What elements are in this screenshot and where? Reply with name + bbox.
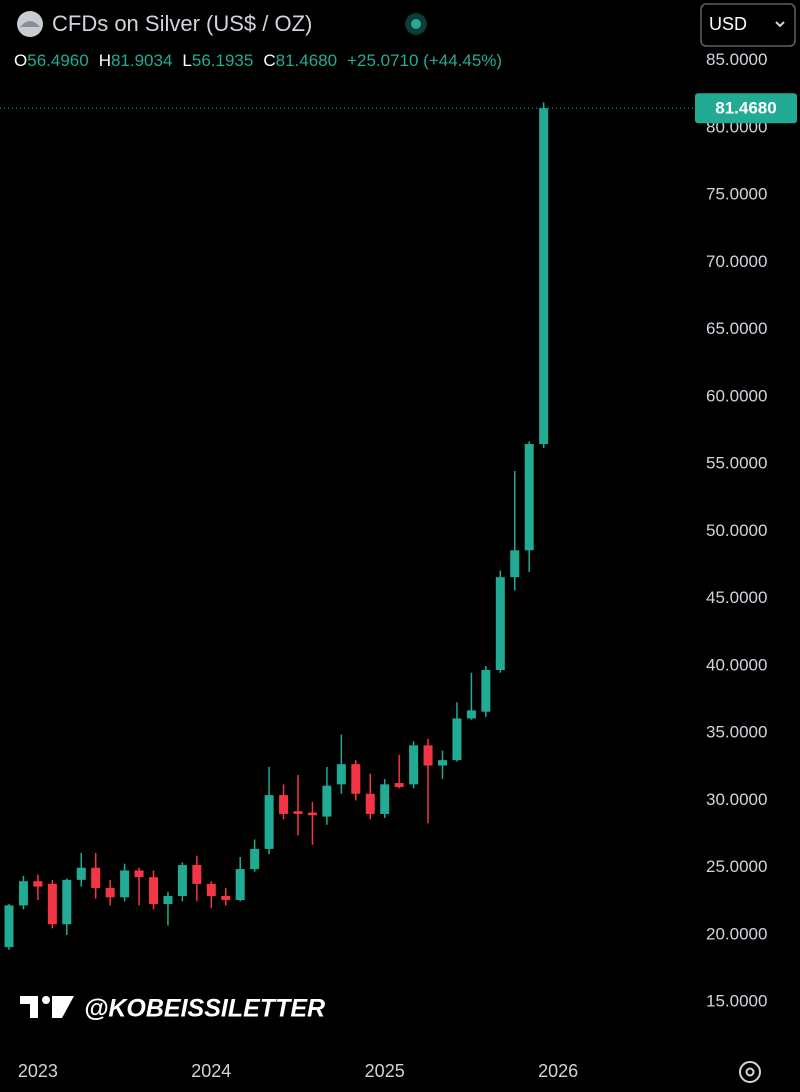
candle-body	[192, 865, 202, 884]
candle-body	[495, 577, 505, 671]
y-tick-label: 20.0000	[706, 924, 767, 943]
chevron[interactable]	[775, 21, 785, 28]
candle-body	[452, 718, 462, 761]
ohlc-value: 81.9034	[111, 51, 172, 70]
candle-body	[293, 811, 303, 814]
candle-body	[47, 883, 57, 925]
settings-button[interactable]	[739, 1061, 761, 1083]
candle-body	[365, 793, 375, 814]
candle-body	[524, 444, 534, 551]
y-tick-label: 40.0000	[706, 655, 767, 674]
y-tick-label: 85.0000	[706, 50, 767, 69]
candle-body	[510, 550, 520, 578]
candle-body	[423, 745, 433, 766]
x-tick-label: 2024	[191, 1061, 231, 1081]
candle-body	[76, 867, 86, 880]
y-tick-label: 55.0000	[706, 454, 767, 473]
candle-body	[33, 881, 43, 887]
candle-body	[4, 905, 14, 948]
chart-title: CFDs on Silver (US$ / OZ)	[52, 11, 312, 36]
settings-icon[interactable]	[739, 1061, 761, 1083]
x-tick-label: 2023	[18, 1061, 58, 1081]
y-tick-label: 65.0000	[706, 319, 767, 338]
y-tick-label: 15.0000	[706, 992, 767, 1011]
candle-body	[120, 870, 130, 898]
currency-button-box[interactable]	[700, 3, 796, 47]
y-tick-label: 75.0000	[706, 185, 767, 204]
candle-body	[235, 869, 245, 901]
candle-body	[481, 670, 491, 712]
change-label: +25.0710 (+44.45%)	[347, 51, 502, 70]
ohlc-key: L	[182, 51, 191, 70]
ohlc-key: O	[14, 51, 27, 70]
candle-body	[409, 745, 419, 785]
candle-body	[336, 764, 346, 785]
last-price-label: 81.4680	[715, 99, 776, 118]
candle-body	[394, 783, 404, 788]
plot-area	[4, 102, 549, 950]
y-tick-label: 60.0000	[706, 386, 767, 405]
currency-label[interactable]: USD	[709, 14, 747, 34]
candle-body	[134, 870, 144, 878]
y-tick-label: 50.0000	[706, 521, 767, 540]
y-tick-label: 35.0000	[706, 723, 767, 742]
candle-body	[163, 895, 173, 905]
candle-body	[322, 785, 332, 817]
watermark: @KOBEISSILETTER	[84, 995, 325, 1023]
ohlc-value: 81.4680	[276, 51, 337, 70]
watermark-logo	[20, 996, 74, 1018]
axes: 15.0000 20.0000 25.0000 30.0000 35.0000 40.00…	[0, 50, 797, 1081]
status-dot	[411, 19, 421, 29]
y-tick-label: 45.0000	[706, 588, 767, 607]
currency-button[interactable]: USD	[700, 3, 796, 47]
candle-body	[62, 879, 72, 925]
ohlc-legend: O56.4960 H81.9034 L56.1935 C81.4680 +25.0710…	[14, 51, 502, 70]
candle-body	[351, 764, 361, 794]
candle-body	[149, 877, 158, 905]
settings-icon-inner[interactable]	[745, 1067, 755, 1077]
y-tick-label: 30.0000	[706, 790, 767, 809]
y-tick-label: 25.0000	[706, 857, 767, 876]
symbol-icon-shape	[20, 21, 40, 27]
candle-body	[206, 883, 216, 896]
candle-body	[250, 848, 260, 870]
logo-part	[42, 996, 50, 1004]
candle-body	[539, 108, 549, 445]
candle-body	[177, 865, 187, 896]
ohlc-key: C	[263, 51, 275, 70]
x-tick-label: 2026	[538, 1061, 578, 1081]
candle-body	[264, 795, 274, 849]
x-tick-label: 2025	[365, 1061, 405, 1081]
candle-body	[221, 895, 231, 901]
logo-part	[52, 996, 74, 1018]
candle-body	[18, 881, 28, 906]
last-price-tag	[695, 93, 797, 124]
ohlc-key: H	[99, 51, 111, 70]
candle-body	[438, 760, 447, 766]
candle-body	[279, 795, 289, 814]
candle-body	[380, 784, 390, 814]
candle-body	[466, 710, 476, 719]
candle-body	[91, 867, 101, 888]
ohlc-value: 56.1935	[192, 51, 253, 70]
candle-body	[105, 887, 115, 898]
ohlc-value: 56.4960	[27, 51, 88, 70]
candle-body	[307, 812, 317, 816]
y-tick-label: 70.0000	[706, 252, 767, 271]
logo-part	[20, 996, 38, 1018]
